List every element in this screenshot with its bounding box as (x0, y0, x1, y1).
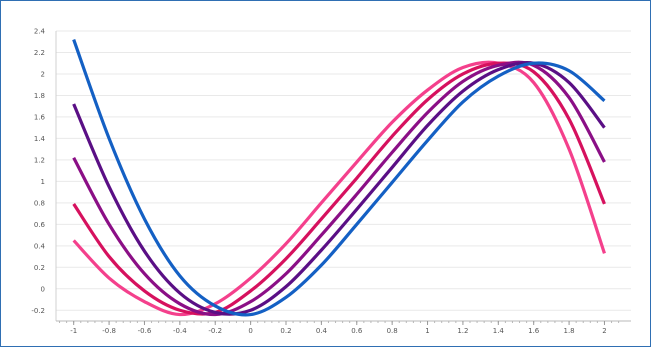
series-line-1 (72, 60, 606, 317)
x-axis-ticks: -1 -0.8 -0.6 -0.4 -0.2 0 0.2 0.4 0.6 0.8 1 1.2 1.4 1.… (70, 327, 606, 335)
series-group (72, 39, 606, 317)
series-line-2 (72, 61, 606, 316)
x-tick-label: -0.8 (102, 327, 116, 335)
y-tick-label: 1.6 (34, 113, 46, 121)
x-tick-label: 0.8 (387, 327, 398, 335)
x-tick-label: 1.6 (528, 327, 540, 335)
y-tick-label: 0 (41, 285, 45, 293)
axes (55, 31, 631, 325)
y-tick-label: 1.4 (34, 135, 46, 143)
series-line-4 (72, 61, 606, 316)
x-tick-label: -0.6 (138, 327, 152, 335)
x-tick-label: 0.2 (280, 327, 291, 335)
series-line-5 (72, 39, 606, 317)
x-tick-label: -0.2 (208, 327, 222, 335)
y-tick-label: 1.8 (34, 92, 45, 100)
x-tick-label: -0.4 (173, 327, 187, 335)
y-tick-label: 0.4 (34, 242, 46, 250)
y-tick-label: -0.2 (31, 307, 45, 315)
y-tick-label: 2.4 (34, 28, 46, 36)
y-tick-label: 0.8 (34, 199, 45, 207)
x-tick-label: 1 (425, 327, 429, 335)
x-tick-label: -1 (70, 327, 77, 335)
x-tick-label: 2 (602, 327, 606, 335)
x-tick-label: 0 (248, 327, 252, 335)
y-tick-label: 0.2 (34, 264, 45, 272)
y-tick-label: 0.6 (34, 221, 46, 229)
series-line-3 (72, 60, 606, 317)
x-tick-label: 1.2 (457, 327, 468, 335)
x-tick-label: 0.6 (351, 327, 363, 335)
y-axis-ticks: -0.2 0 0.2 0.4 0.6 0.8 1 1.2 1.4 1.6 1.8 2 2.2 2.4 (31, 28, 45, 315)
y-tick-label: 2 (41, 70, 45, 78)
y-tick-label: 2.2 (34, 49, 45, 57)
x-tick-label: 0.4 (316, 327, 328, 335)
y-tick-label: 1.2 (34, 156, 45, 164)
x-tick-label: 1.8 (564, 327, 575, 335)
y-tick-label: 1 (41, 178, 45, 186)
x-tick-label: 1.4 (493, 327, 505, 335)
